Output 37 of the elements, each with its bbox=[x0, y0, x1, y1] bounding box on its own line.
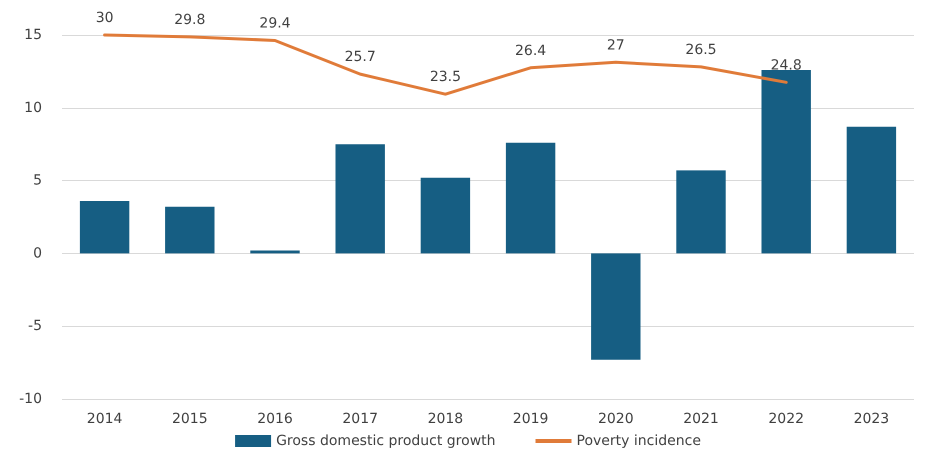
data-label: 27 bbox=[606, 37, 625, 54]
y-tick-label: 0 bbox=[33, 245, 42, 262]
x-tick-label: 2014 bbox=[86, 411, 122, 427]
bar bbox=[761, 70, 811, 254]
x-tick-label: 2021 bbox=[683, 411, 719, 427]
bar bbox=[676, 170, 726, 254]
x-tick-label: 2017 bbox=[342, 411, 378, 427]
data-label: 29.4 bbox=[259, 15, 291, 32]
data-label: 24.8 bbox=[770, 57, 802, 74]
y-tick-label: -5 bbox=[28, 318, 42, 334]
data-label: 25.7 bbox=[344, 49, 376, 66]
bar bbox=[506, 142, 556, 254]
x-tick-label: 2015 bbox=[172, 411, 208, 427]
data-label: 23.5 bbox=[430, 69, 461, 86]
y-tick-label: 5 bbox=[33, 172, 42, 189]
bar bbox=[335, 144, 385, 254]
bar bbox=[165, 206, 215, 254]
bar bbox=[80, 200, 130, 254]
data-label: 29.8 bbox=[174, 12, 206, 28]
bar bbox=[250, 250, 300, 254]
bar bbox=[420, 178, 470, 254]
bar bbox=[591, 253, 641, 360]
x-tick-label: 2019 bbox=[512, 411, 548, 427]
bar bbox=[846, 126, 896, 254]
x-tick-label: 2018 bbox=[428, 411, 464, 427]
y-tick-label: -10 bbox=[19, 391, 42, 407]
data-label: 26.4 bbox=[515, 42, 546, 59]
x-tick-label: 2023 bbox=[854, 411, 890, 427]
legend-label: Gross domestic product growth bbox=[276, 433, 496, 449]
x-tick-label: 2020 bbox=[598, 411, 634, 427]
data-label: 26.5 bbox=[685, 42, 717, 58]
data-label: 30 bbox=[96, 10, 114, 26]
x-tick-label: 2016 bbox=[257, 411, 293, 427]
legend-label: Poverty incidence bbox=[576, 433, 701, 449]
y-tick-label: 10 bbox=[24, 100, 42, 116]
y-tick-label: 15 bbox=[24, 27, 42, 43]
x-tick-label: 2022 bbox=[768, 411, 804, 427]
